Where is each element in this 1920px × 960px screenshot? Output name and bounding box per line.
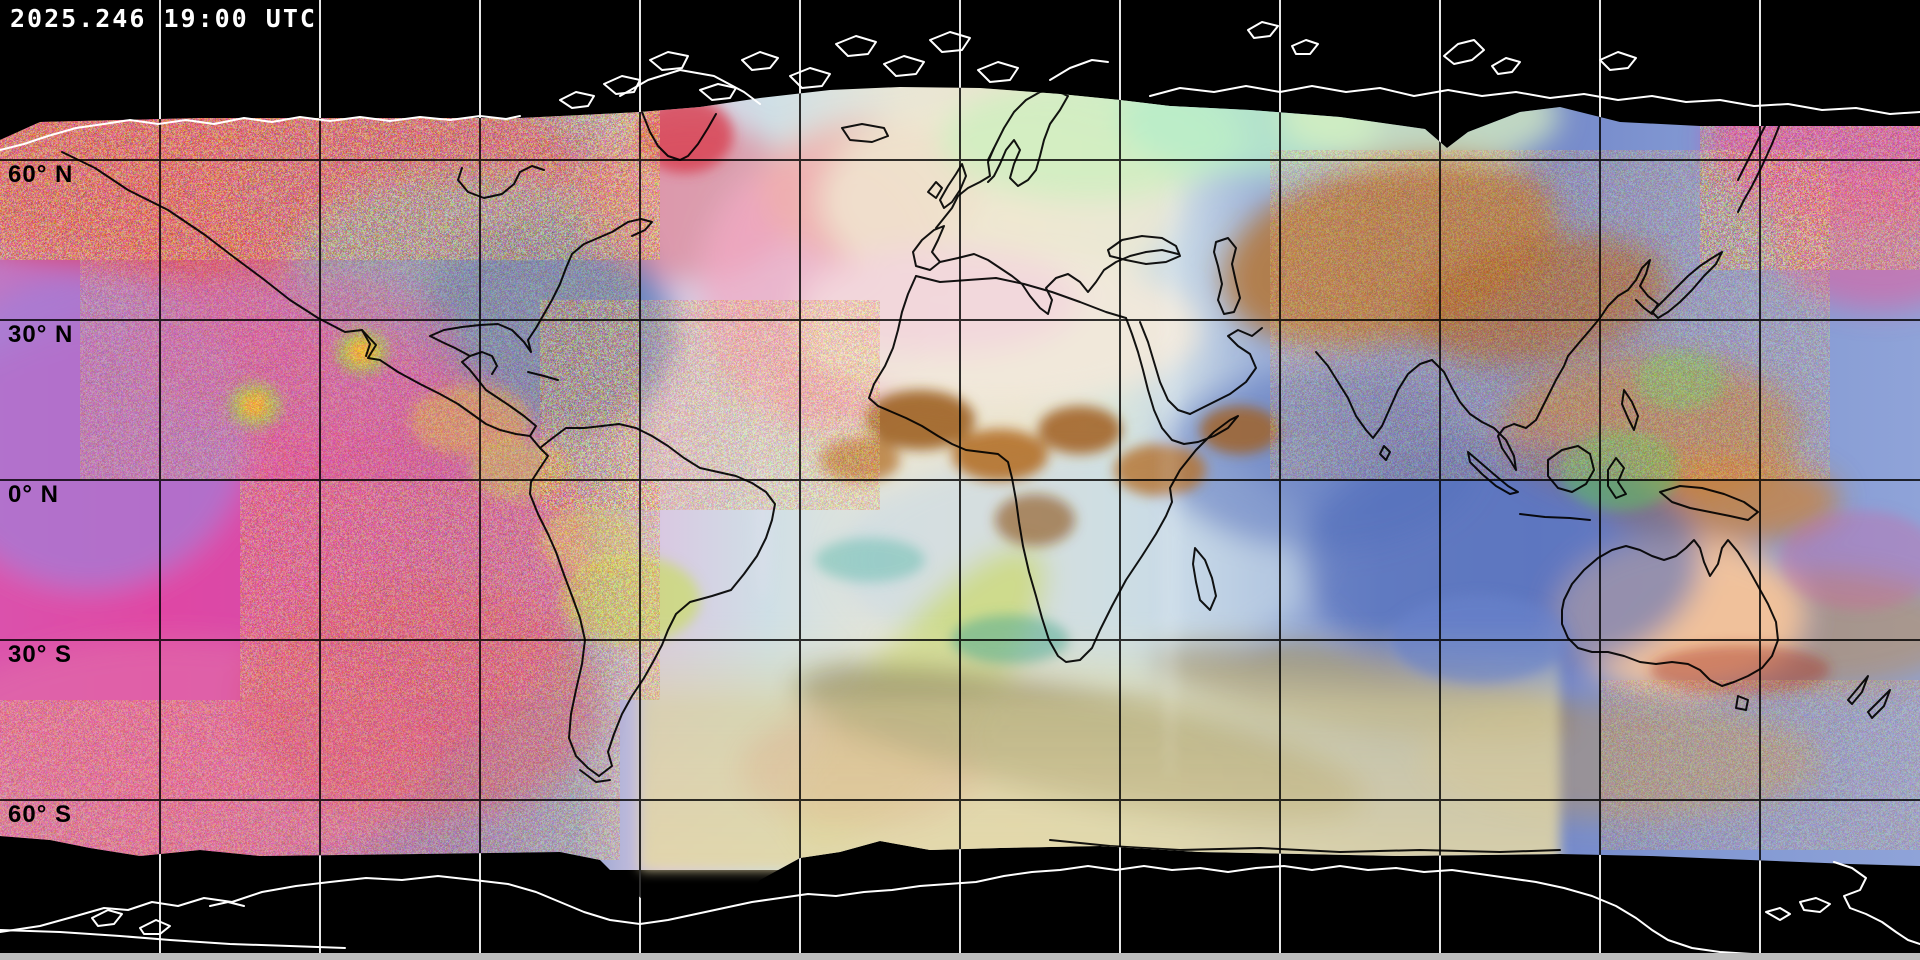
latitude-label-30n: 30° N	[8, 321, 74, 348]
bottom-gray-strip	[0, 953, 1920, 960]
latitude-label-60s: 60° S	[8, 801, 72, 828]
latitude-label-60n: 60° N	[8, 161, 74, 188]
siberian-coastline	[1149, 85, 1920, 115]
antarctica-coastline	[0, 865, 1920, 959]
latitude-label-0n: 0° N	[8, 481, 59, 508]
arctic-coastline	[0, 115, 521, 151]
coastlines-white	[0, 21, 1920, 959]
latitude-label-30s: 30° S	[8, 641, 72, 668]
timestamp-label: 2025.246 19:00 UTC	[10, 4, 317, 33]
antarctic-peninsula-coastline	[1833, 861, 1920, 945]
